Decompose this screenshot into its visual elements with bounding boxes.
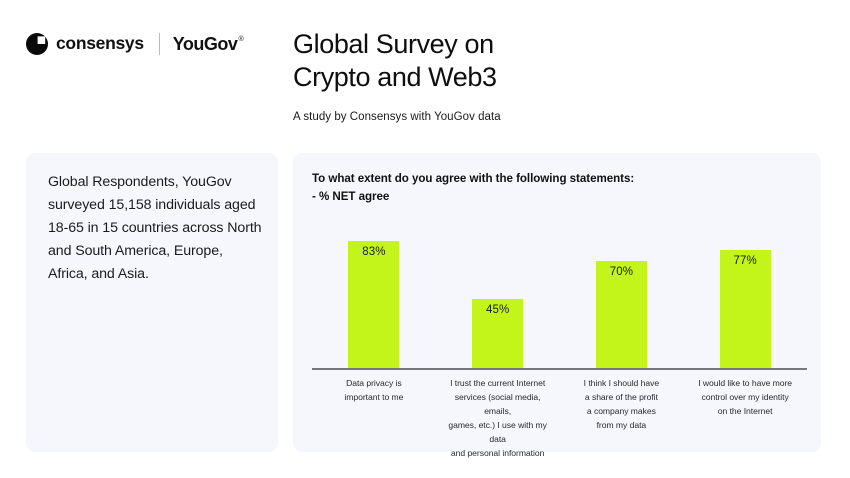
brand-divider: [158, 33, 160, 55]
bar[interactable]: 77%: [719, 250, 771, 368]
trademark-symbol: ®: [238, 36, 244, 43]
bar-value-label: 83%: [362, 246, 386, 259]
page-subtitle: A study by Consensys with YouGov data: [293, 110, 501, 123]
respondents-description: Global Respondents, YouGov surveyed 15,1…: [48, 174, 262, 282]
consensys-wordmark: consensys: [56, 33, 144, 54]
bar[interactable]: 83%: [348, 241, 400, 368]
category-label: I trust the current Internet services (s…: [448, 378, 547, 458]
chart-panel: To what extent do you agree with the fol…: [293, 153, 821, 458]
chart-category-labels: Data privacy is important to me I trust …: [312, 377, 807, 461]
page-title: Global Survey on Crypto and Web3: [293, 29, 497, 92]
yougov-wordmark: YouGov: [172, 34, 238, 54]
title-block: Global Survey on Crypto and Web3 A study…: [293, 28, 753, 123]
bar[interactable]: 45%: [472, 299, 524, 368]
brand-header: consensys YouGov ®: [26, 30, 244, 58]
bar-value-label: 45%: [485, 304, 510, 317]
consensys-logo-icon: [26, 33, 48, 55]
bar-slot: 70%: [560, 215, 684, 368]
bar-value-label: 77%: [733, 255, 757, 268]
bar[interactable]: 70%: [595, 260, 647, 368]
bar-slot: 45%: [436, 215, 560, 368]
category-label: I think I should have a share of the pro…: [583, 378, 660, 430]
yougov-logo: YouGov ®: [173, 35, 244, 53]
chart-axis-line: [312, 368, 807, 370]
category-label: Data privacy is important to me: [344, 378, 404, 402]
bar-value-label: 70%: [609, 265, 634, 278]
category-label: I would like to have more control over m…: [698, 378, 793, 416]
bar-slot: 77%: [683, 215, 807, 368]
respondents-panel: Global Respondents, YouGov surveyed 15,1…: [26, 153, 278, 452]
bar-slot: 83%: [312, 215, 436, 368]
bar-series: 83% 45% 70% 77%: [312, 215, 807, 368]
chart-plot-area: 83% 45% 70% 77%: [312, 215, 807, 368]
chart-question: To what extent do you agree with the fol…: [312, 172, 635, 203]
